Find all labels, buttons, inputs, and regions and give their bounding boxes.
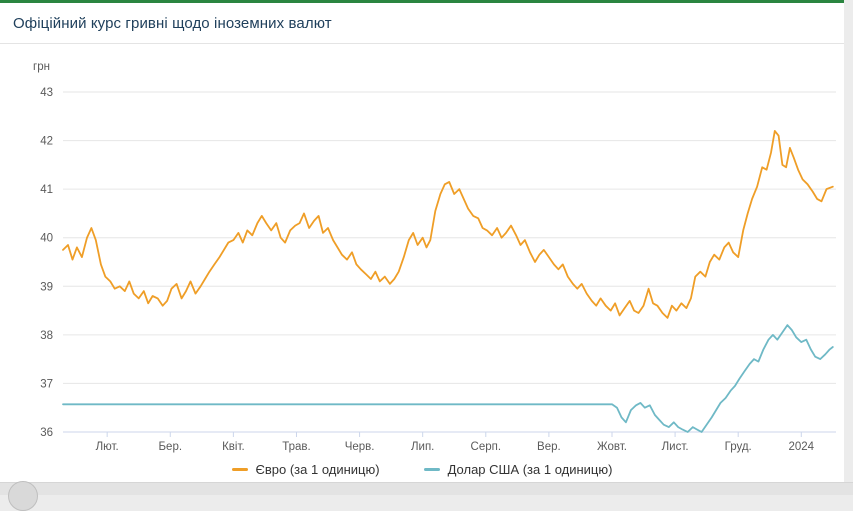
euro-series-line[interactable] [62, 130, 834, 319]
dollar-series-line[interactable] [62, 324, 834, 433]
chart-legend: Євро (за 1 одиницю) Долар США (за 1 один… [0, 456, 844, 482]
y-tick-label: 40 [40, 233, 53, 245]
x-tick-label: Лист. [662, 441, 689, 453]
footer-strip [0, 482, 853, 495]
x-tick-label: Квіт. [222, 441, 245, 453]
legend-label-dollar: Долар США (за 1 одиницю) [447, 461, 613, 477]
y-tick-label: 36 [40, 427, 53, 439]
y-tick-label: 43 [40, 87, 53, 99]
x-tick-label: Трав. [282, 441, 310, 453]
x-tick-label: Серп. [471, 441, 502, 453]
x-tick-label: Груд. [725, 441, 752, 453]
header: Офіційний курс гривні щодо іноземних вал… [0, 0, 844, 44]
legend-item-euro[interactable]: Євро (за 1 одиницю) [231, 461, 380, 477]
legend-label-euro: Євро (за 1 одиницю) [255, 461, 380, 477]
page-title: Офіційний курс гривні щодо іноземних вал… [13, 14, 332, 32]
exchange-rate-chart[interactable]: 36 37 38 39 40 41 42 43 грн Лют. Бер. Квіт. Трав. Чер… [0, 44, 844, 456]
x-tick-label: 2024 [788, 441, 814, 453]
x-tick-label: Черв. [345, 441, 375, 453]
y-tick-label: 38 [40, 330, 53, 342]
y-tick-label: 39 [40, 281, 53, 293]
x-tick-label: Бер. [159, 441, 183, 453]
y-tick-label: 42 [40, 136, 53, 148]
exchange-rate-card: Офіційний курс гривні щодо іноземних вал… [0, 0, 844, 482]
x-tick-label: Лип. [411, 441, 434, 453]
x-tick-label: Лют. [96, 441, 119, 453]
dollar-line-swatch [423, 467, 440, 471]
x-tick-label: Вер. [537, 441, 561, 453]
floating-widget-button[interactable] [8, 481, 38, 511]
y-axis-title: грн [33, 61, 50, 73]
y-tick-label: 41 [40, 184, 53, 196]
euro-line-swatch [231, 467, 248, 471]
y-tick-label: 37 [40, 378, 53, 390]
legend-item-dollar[interactable]: Долар США (за 1 одиницю) [423, 461, 613, 477]
x-tick-label: Жовт. [597, 441, 627, 453]
